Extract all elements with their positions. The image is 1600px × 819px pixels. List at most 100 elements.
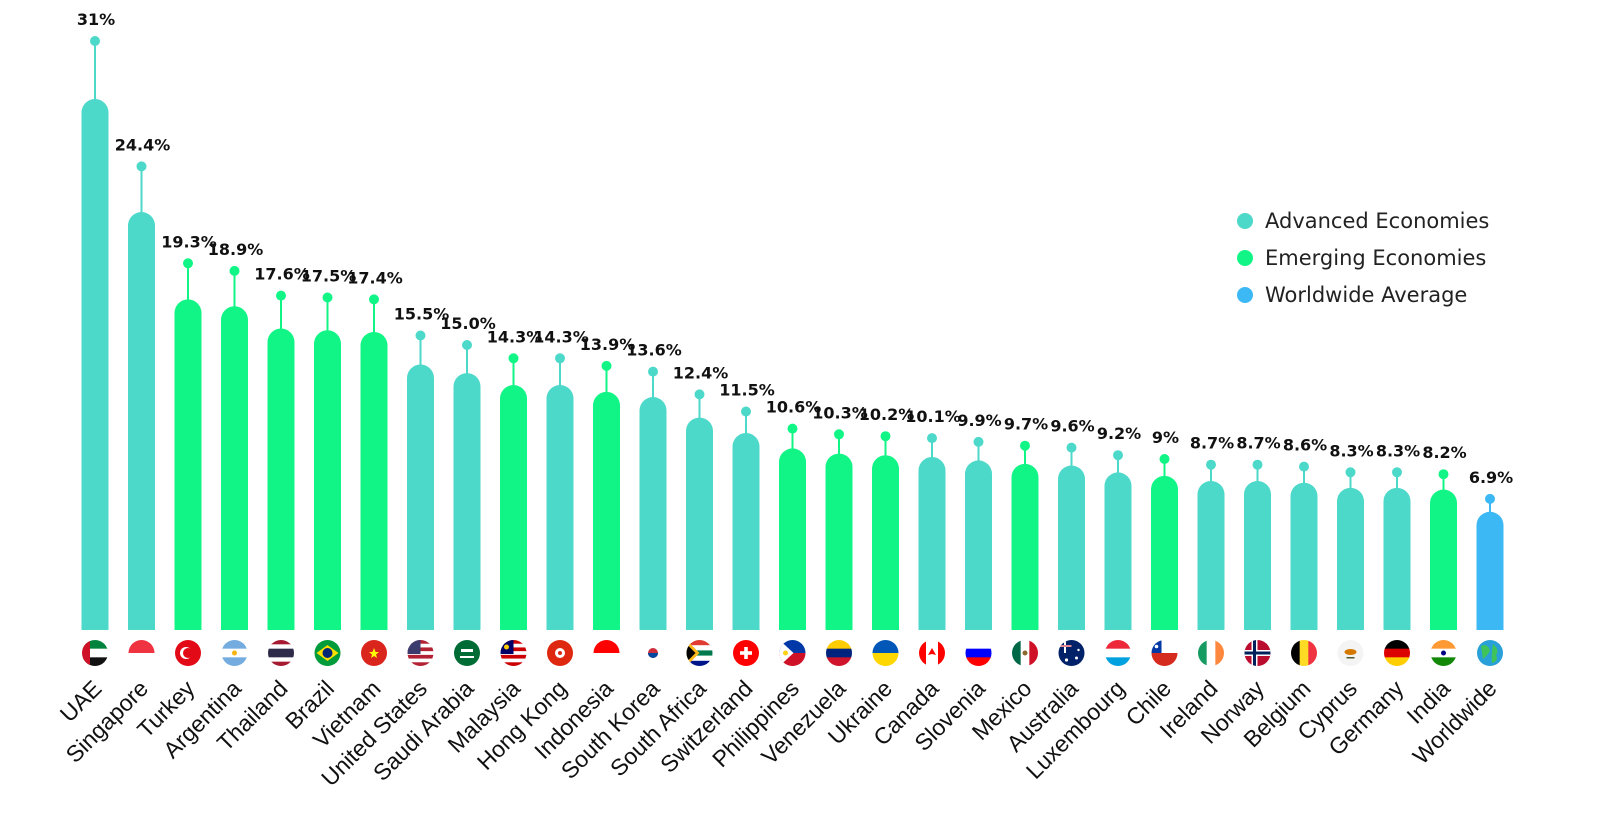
dot-saudi-arabia: [462, 340, 472, 350]
value-label-venezuela: 10.3%: [812, 403, 868, 422]
legend-label-emerging: Emerging Economies: [1265, 245, 1487, 270]
bar-singapore: [128, 212, 155, 630]
dot-india: [1438, 469, 1449, 480]
value-label-norway: 8.7%: [1236, 434, 1280, 453]
value-label-ukraine: 10.2%: [859, 405, 915, 424]
dot-germany: [1392, 467, 1402, 478]
dot-venezuela: [834, 429, 844, 440]
value-label-vietnam: 17.4%: [347, 268, 403, 287]
dot-ireland: [1206, 459, 1216, 470]
bar-ireland: [1197, 480, 1225, 630]
value-label-brazil: 17.5%: [301, 267, 357, 286]
bar-slovenia: [965, 460, 992, 630]
value-label-turkey: 19.3%: [161, 232, 217, 251]
globe-icon: [1477, 640, 1503, 666]
flag-south-korea-icon: [640, 640, 666, 666]
bar-indonesia: [593, 391, 620, 630]
dot-switzerland: [741, 406, 751, 417]
dot-thailand: [276, 290, 286, 301]
bar-ukraine: [872, 455, 899, 630]
flag-argentina-icon: [221, 640, 248, 666]
bar-vietnam: [360, 331, 388, 630]
flag-luxembourg-icon: [1105, 640, 1131, 666]
dot-slovenia: [973, 436, 984, 447]
value-label-united-states: 15.5%: [394, 305, 450, 324]
flag-germany-icon: [1384, 640, 1410, 666]
flag-india-icon: [1430, 640, 1457, 666]
value-label-philippines: 10.6%: [766, 398, 822, 417]
value-label-luxembourg: 9.2%: [1097, 424, 1141, 443]
value-label-germany: 8.3%: [1376, 441, 1420, 460]
flag-ireland-icon: [1198, 640, 1224, 666]
flag-slovenia-icon: [965, 640, 992, 666]
bar-germany: [1383, 487, 1411, 630]
value-label-singapore: 24.4%: [115, 135, 171, 154]
value-label-malaysia: 14.3%: [487, 327, 543, 346]
legend-item-emerging: Emerging Economies: [1237, 239, 1489, 276]
bar-brazil: [314, 330, 341, 630]
flag-uae-icon: [82, 640, 108, 666]
value-label-switzerland: 11.5%: [719, 381, 775, 400]
legend-dot-advanced: [1237, 212, 1253, 229]
dot-uae: [90, 36, 100, 46]
value-label-indonesia: 13.9%: [580, 335, 636, 354]
dot-ukraine: [880, 431, 891, 442]
flag-ukraine-icon: [872, 640, 899, 666]
flag-cyprus-icon: [1337, 640, 1364, 666]
dot-hong-kong: [555, 353, 565, 364]
bar-hong-kong: [546, 385, 574, 630]
dot-philippines: [787, 423, 798, 434]
bar-switzerland: [732, 433, 760, 630]
dot-norway: [1252, 459, 1263, 470]
flag-philippines-icon: [779, 640, 806, 666]
value-label-south-africa: 12.4%: [673, 363, 729, 382]
bar-norway: [1244, 480, 1271, 630]
dot-brazil: [322, 292, 333, 303]
flag-belgium-icon: [1291, 640, 1317, 666]
bar-south-africa: [686, 417, 713, 630]
value-label-belgium: 8.6%: [1283, 436, 1327, 455]
bar-argentina: [221, 306, 248, 630]
bar-luxembourg: [1104, 472, 1132, 630]
legend-label-advanced: Advanced Economies: [1265, 208, 1490, 233]
flag-saudi-arabia-icon: [454, 640, 480, 666]
bar-south-korea: [639, 397, 667, 630]
value-label-worldwide: 6.9%: [1469, 468, 1513, 487]
dot-canada: [927, 433, 937, 444]
value-label-south-korea: 13.6%: [626, 341, 682, 360]
flag-united-states-icon: [407, 640, 434, 666]
dot-vietnam: [369, 294, 379, 305]
flag-singapore-icon: [128, 640, 155, 666]
value-label-hong-kong: 14.3%: [533, 327, 589, 346]
flag-south-africa-icon: [686, 640, 713, 666]
value-label-argentina: 18.9%: [208, 240, 264, 259]
bar-philippines: [779, 448, 806, 630]
value-label-uae: 31%: [77, 10, 115, 29]
value-label-australia: 9.6%: [1050, 417, 1094, 436]
legend-dot-emerging: [1237, 249, 1253, 266]
flag-indonesia-icon: [593, 640, 620, 666]
bar-venezuela: [825, 453, 853, 630]
bar-saudi-arabia: [453, 373, 481, 630]
value-label-cyprus: 8.3%: [1329, 441, 1373, 460]
legend: Advanced Economies Emerging Economies Wo…: [1237, 202, 1489, 313]
dot-turkey: [183, 258, 193, 269]
flag-brazil-icon: [314, 640, 341, 666]
value-label-saudi-arabia: 15.0%: [440, 314, 496, 333]
dot-mexico: [1020, 440, 1030, 451]
value-label-ireland: 8.7%: [1190, 434, 1234, 453]
flag-norway-icon: [1244, 640, 1271, 666]
bar-turkey: [174, 299, 202, 630]
legend-label-worldwide: Worldwide Average: [1265, 282, 1468, 307]
value-label-slovenia: 9.9%: [957, 411, 1001, 430]
legend-dot-worldwide: [1237, 286, 1253, 303]
bar-uae: [81, 98, 109, 630]
bar-thailand: [267, 328, 295, 630]
flag-turkey-icon: [175, 640, 201, 666]
legend-item-advanced: Advanced Economies: [1237, 202, 1489, 239]
dot-indonesia: [601, 360, 612, 371]
bar-united-states: [407, 364, 434, 630]
flag-hong-kong-icon: [547, 640, 573, 666]
value-label-india: 8.2%: [1422, 443, 1466, 462]
